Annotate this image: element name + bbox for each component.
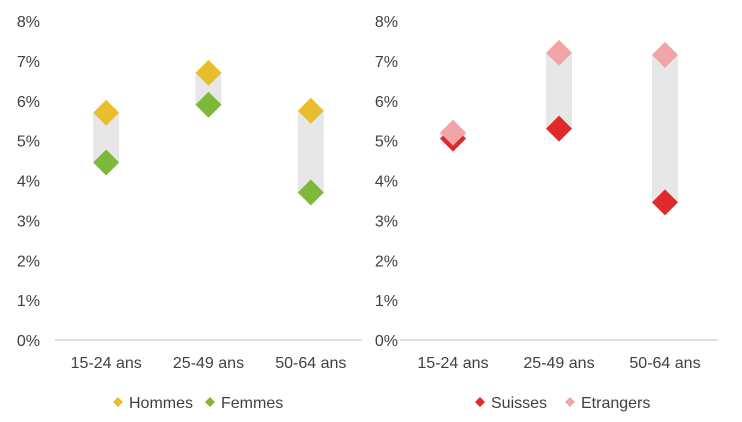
x-tick-label: 25-49 ans — [523, 355, 594, 372]
y-tick-label: 3% — [17, 213, 40, 230]
data-point-etrangers — [546, 39, 572, 66]
chart-panel-2: 0% 1% 2% 3% 4% 5% 6% 7% 8% 15-24 ans 25-49 ans 50-6… — [375, 14, 718, 412]
data-point-femmes — [195, 91, 222, 118]
y-tick-label: 7% — [17, 54, 40, 71]
y-tick-label: 8% — [375, 14, 398, 31]
legend-label: Hommes — [129, 395, 193, 412]
data-point-suisses — [652, 189, 678, 216]
legend-marker-hommes — [113, 397, 123, 407]
data-point-etrangers — [440, 119, 466, 146]
data-point-etrangers — [652, 41, 678, 68]
y-tick-label: 1% — [17, 293, 40, 310]
legend-marker-suisses — [475, 397, 485, 407]
y-tick-label: 8% — [17, 14, 40, 31]
y-tick-label: 1% — [375, 293, 398, 310]
y-tick-label: 2% — [17, 253, 40, 270]
data-point-hommes — [93, 99, 120, 126]
y-tick-label: 5% — [17, 134, 40, 151]
y-tick-label: 5% — [375, 134, 398, 151]
legend-marker-etrangers — [565, 397, 575, 407]
legend-label: Suisses — [491, 395, 547, 412]
data-point-suisses — [546, 115, 572, 142]
y-tick-label: 6% — [375, 94, 398, 111]
y-tick-label: 4% — [17, 174, 40, 191]
legend-label: Etrangers — [581, 395, 650, 412]
y-tick-label: 2% — [375, 253, 398, 270]
x-tick-label: 15-24 ans — [417, 355, 488, 372]
y-tick-label: 3% — [375, 213, 398, 230]
chart-panel-1: 0% 1% 2% 3% 4% 5% 6% 7% 8% 15-24 ans 25-49 ans 50-6… — [17, 14, 362, 412]
y-tick-label: 0% — [375, 333, 398, 350]
x-tick-label: 50-64 ans — [275, 355, 346, 372]
legend-marker-femmes — [205, 397, 215, 407]
range-bar — [297, 110, 324, 193]
data-point-femmes — [297, 179, 324, 206]
legend-label: Femmes — [221, 395, 283, 412]
data-point-hommes — [297, 97, 324, 124]
y-tick-label: 4% — [375, 174, 398, 191]
data-point-femmes — [93, 149, 120, 176]
y-tick-label: 0% — [17, 333, 40, 350]
range-bar — [652, 54, 678, 203]
x-tick-label: 15-24 ans — [71, 355, 142, 372]
x-tick-label: 50-64 ans — [629, 355, 700, 372]
y-tick-label: 6% — [17, 94, 40, 111]
x-tick-label: 25-49 ans — [173, 355, 244, 372]
y-tick-label: 7% — [375, 54, 398, 71]
data-point-hommes — [195, 59, 222, 86]
